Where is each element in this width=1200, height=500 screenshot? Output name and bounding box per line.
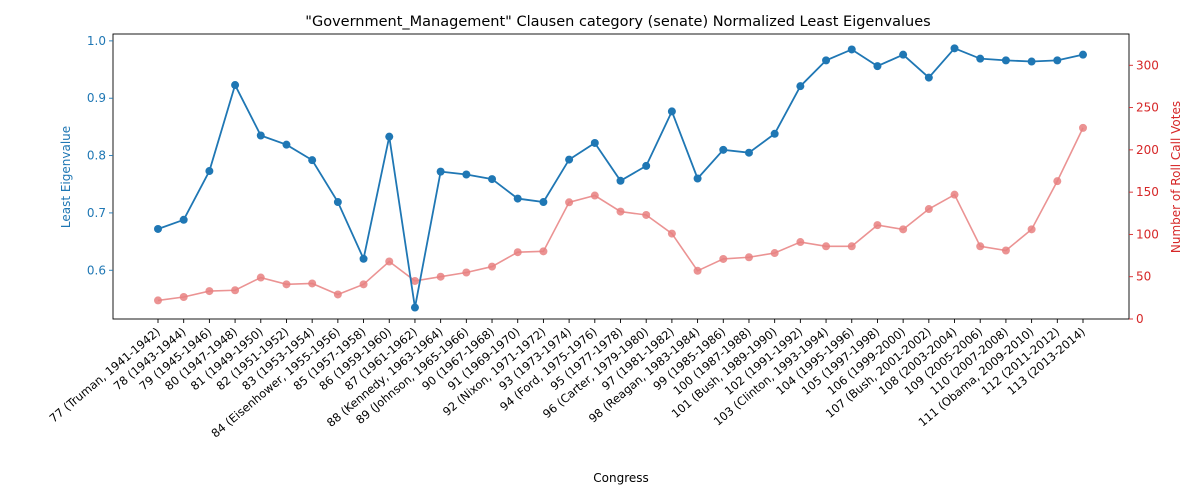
eigenvalue-point bbox=[282, 140, 291, 149]
votes-point bbox=[590, 191, 599, 200]
votes-point bbox=[719, 254, 728, 263]
votes-point bbox=[924, 205, 933, 214]
eigenvalue-point bbox=[642, 161, 651, 170]
votes-point bbox=[770, 249, 779, 258]
votes-point bbox=[462, 268, 471, 277]
eigenvalue-point bbox=[796, 82, 805, 91]
votes-point bbox=[410, 276, 419, 285]
chart-title: "Government_Management" Clausen category… bbox=[305, 14, 930, 30]
y-right-tick-label: 50 bbox=[1136, 270, 1151, 284]
eigenvalue-point bbox=[539, 198, 548, 207]
votes-point bbox=[282, 280, 291, 289]
eigenvalue-point bbox=[1027, 57, 1036, 66]
plot-frame bbox=[112, 33, 1130, 320]
votes-point bbox=[693, 266, 702, 275]
votes-point bbox=[873, 221, 882, 230]
y-axis-left-label: Least Eigenvalue bbox=[59, 126, 73, 228]
eigenvalue-point bbox=[154, 224, 162, 233]
votes-point bbox=[256, 273, 265, 282]
votes-point bbox=[333, 290, 342, 299]
eigenvalue-point bbox=[616, 176, 625, 185]
votes-point bbox=[154, 296, 162, 305]
x-axis-label: Congress bbox=[593, 471, 649, 485]
eigenvalue-point bbox=[513, 194, 522, 203]
votes-point bbox=[179, 293, 188, 302]
votes-point bbox=[565, 198, 574, 207]
y-right-tick-label: 100 bbox=[1136, 227, 1159, 241]
votes-point bbox=[976, 242, 985, 251]
votes-point bbox=[513, 248, 522, 257]
eigenvalue-point bbox=[359, 254, 368, 263]
votes-point bbox=[1001, 246, 1010, 255]
y-axis-right-label: Number of Roll Call Votes bbox=[1169, 101, 1183, 253]
y-right-tick-label: 200 bbox=[1136, 143, 1159, 157]
eigenvalue-point bbox=[308, 156, 317, 165]
eigenvalue-point bbox=[436, 167, 445, 176]
votes-point bbox=[385, 257, 394, 266]
y-left-tick-label: 0.8 bbox=[87, 149, 106, 163]
votes-point bbox=[642, 210, 651, 219]
eigenvalue-point bbox=[899, 50, 908, 59]
y-left-tick-label: 0.6 bbox=[87, 263, 106, 277]
y-left-tick-label: 1.0 bbox=[87, 34, 106, 48]
eigenvalue-point bbox=[590, 138, 599, 147]
votes-point bbox=[616, 207, 625, 216]
eigenvalue-point bbox=[231, 81, 240, 90]
eigenvalue-point bbox=[179, 215, 188, 224]
eigenvalue-point bbox=[873, 62, 882, 71]
votes-point bbox=[847, 242, 856, 251]
votes-point bbox=[205, 287, 214, 296]
eigenvalue-point bbox=[385, 132, 394, 141]
votes-point bbox=[1053, 177, 1062, 186]
votes-point bbox=[488, 262, 497, 271]
votes-point bbox=[899, 225, 908, 234]
eigenvalue-point bbox=[1079, 50, 1087, 59]
eigenvalue-point bbox=[950, 44, 959, 53]
eigenvalue-point bbox=[667, 107, 676, 116]
y-right-tick-label: 250 bbox=[1136, 101, 1159, 115]
votes-point bbox=[1027, 225, 1036, 234]
votes-point bbox=[667, 229, 676, 238]
eigenvalue-point bbox=[719, 145, 728, 154]
eigenvalue-point bbox=[205, 167, 214, 176]
eigenvalue-point bbox=[976, 54, 985, 63]
votes-point bbox=[744, 253, 753, 262]
eigenvalue-point bbox=[770, 129, 779, 138]
y-right-tick-label: 0 bbox=[1136, 312, 1144, 326]
eigenvalue-point bbox=[744, 148, 753, 157]
y-left-tick-label: 0.7 bbox=[87, 206, 106, 220]
votes-point bbox=[796, 238, 805, 247]
votes-point bbox=[822, 242, 831, 251]
eigenvalue-point bbox=[256, 131, 265, 140]
y-left-tick-label: 0.9 bbox=[87, 91, 106, 105]
votes-point bbox=[308, 279, 317, 288]
votes-point bbox=[950, 190, 959, 199]
eigenvalue-point bbox=[333, 198, 342, 207]
votes-point bbox=[231, 286, 240, 295]
eigenvalue-point bbox=[462, 170, 471, 179]
eigenvalue-point bbox=[1053, 56, 1062, 65]
y-right-tick-label: 150 bbox=[1136, 185, 1159, 199]
votes-point bbox=[539, 247, 548, 256]
votes-point bbox=[359, 280, 368, 289]
eigenvalue-point bbox=[488, 175, 497, 184]
votes-point bbox=[436, 272, 445, 281]
eigenvalue-point bbox=[924, 73, 933, 82]
votes-point bbox=[1079, 123, 1087, 132]
eigenvalue-point bbox=[1001, 56, 1010, 65]
eigenvalue-point bbox=[822, 56, 831, 65]
eigenvalue-point bbox=[565, 155, 574, 164]
eigenvalue-point bbox=[847, 45, 856, 54]
y-right-tick-label: 300 bbox=[1136, 58, 1159, 72]
eigenvalue-point bbox=[693, 174, 702, 183]
eigenvalue-point bbox=[410, 303, 419, 312]
